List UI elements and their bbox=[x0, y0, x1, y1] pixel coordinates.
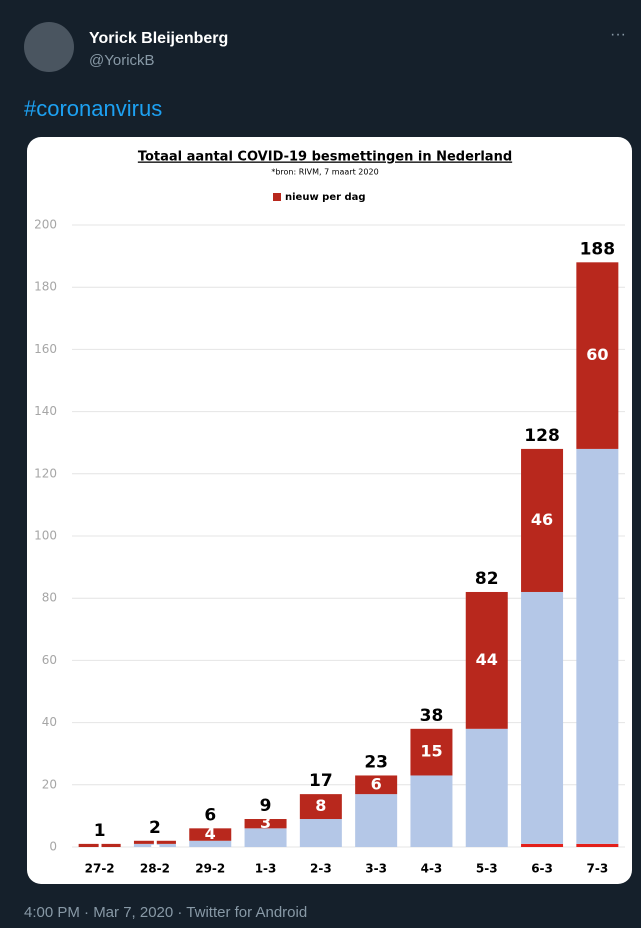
total-label: 38 bbox=[420, 706, 444, 726]
segment-label: 8 bbox=[315, 796, 326, 815]
x-tick-label: 4-3 bbox=[421, 862, 443, 876]
total-label: 82 bbox=[475, 569, 499, 589]
y-tick-label: 80 bbox=[42, 591, 57, 605]
segment-label: 44 bbox=[476, 650, 498, 669]
bar-segment bbox=[355, 794, 398, 847]
total-label: 23 bbox=[364, 752, 388, 772]
bar-segment bbox=[299, 794, 342, 820]
author-handle[interactable]: @YorickB bbox=[89, 52, 155, 69]
author-name[interactable]: Yorick Bleijenberg bbox=[89, 30, 229, 47]
tweet-footer: 4:00 PM · Mar 7, 2020 · Twitter for Andr… bbox=[24, 904, 308, 921]
bar-segment bbox=[410, 728, 453, 776]
bar-segment bbox=[521, 591, 564, 844]
segment-label: 6 bbox=[371, 774, 382, 793]
avatar[interactable] bbox=[24, 22, 74, 72]
bar-segment bbox=[355, 775, 398, 795]
chart-card: Totaal aantal COVID-19 besmettingen in N… bbox=[27, 137, 632, 884]
x-tick-label: 28-2 bbox=[140, 862, 170, 876]
bar-segment bbox=[465, 591, 508, 729]
bar-segment bbox=[189, 828, 232, 841]
x-tick-label: 27-2 bbox=[85, 862, 115, 876]
x-tick-label: 2-3 bbox=[310, 862, 332, 876]
bar-segment bbox=[244, 828, 287, 847]
bar-segment bbox=[521, 448, 564, 592]
bar-segment bbox=[576, 262, 619, 449]
y-tick-label: 100 bbox=[34, 529, 57, 543]
total-label: 6 bbox=[204, 805, 216, 825]
bar-segment bbox=[78, 843, 121, 847]
y-tick-label: 0 bbox=[49, 840, 57, 854]
segment-label: 15 bbox=[420, 742, 442, 761]
total-label: 188 bbox=[580, 239, 616, 259]
bar-segment bbox=[521, 843, 564, 847]
bar-segment bbox=[576, 448, 619, 844]
x-tick-label: 29-2 bbox=[195, 862, 225, 876]
bar-segment bbox=[189, 840, 232, 847]
bar-segment bbox=[299, 819, 342, 847]
y-tick-label: 160 bbox=[34, 342, 57, 356]
segment-label: 60 bbox=[586, 345, 608, 364]
segment-label: 4 bbox=[205, 824, 216, 843]
y-tick-label: 40 bbox=[42, 715, 57, 729]
segment-label: 1 bbox=[94, 835, 105, 854]
x-tick-label: 5-3 bbox=[476, 862, 498, 876]
chart-title: Totaal aantal COVID-19 besmettingen in N… bbox=[138, 150, 512, 165]
total-label: 9 bbox=[260, 796, 272, 816]
total-label: 17 bbox=[309, 771, 333, 791]
total-label: 1 bbox=[94, 821, 106, 841]
legend-label: nieuw per dag bbox=[285, 192, 366, 203]
bar-segment bbox=[244, 819, 287, 829]
x-tick-label: 1-3 bbox=[255, 862, 277, 876]
y-tick-label: 120 bbox=[34, 466, 57, 480]
more-icon[interactable]: ··· bbox=[610, 26, 626, 43]
bar-segment bbox=[576, 843, 619, 847]
segment-label: 1 bbox=[149, 832, 160, 851]
segment-label: 3 bbox=[260, 813, 271, 832]
segment-label: 46 bbox=[531, 510, 553, 529]
legend-swatch bbox=[273, 193, 281, 201]
y-tick-label: 140 bbox=[34, 404, 57, 418]
hashtag[interactable]: #coronanvirus bbox=[24, 96, 163, 121]
y-tick-label: 60 bbox=[42, 653, 57, 667]
bar-segment bbox=[133, 843, 176, 847]
total-label: 128 bbox=[524, 426, 560, 446]
x-tick-label: 6-3 bbox=[531, 862, 553, 876]
total-label: 2 bbox=[149, 818, 161, 838]
y-tick-label: 20 bbox=[42, 777, 57, 791]
bar-segment bbox=[133, 840, 176, 844]
bar-segment bbox=[410, 775, 453, 847]
x-tick-label: 7-3 bbox=[587, 862, 609, 876]
bar-segment bbox=[465, 728, 508, 847]
y-tick-label: 180 bbox=[34, 280, 57, 294]
y-tick-label: 200 bbox=[34, 218, 57, 232]
x-tick-label: 3-3 bbox=[365, 862, 387, 876]
chart-subtitle: *bron: RIVM, 7 maart 2020 bbox=[271, 168, 378, 177]
chart: Totaal aantal COVID-19 besmettingen in N… bbox=[34, 150, 625, 876]
